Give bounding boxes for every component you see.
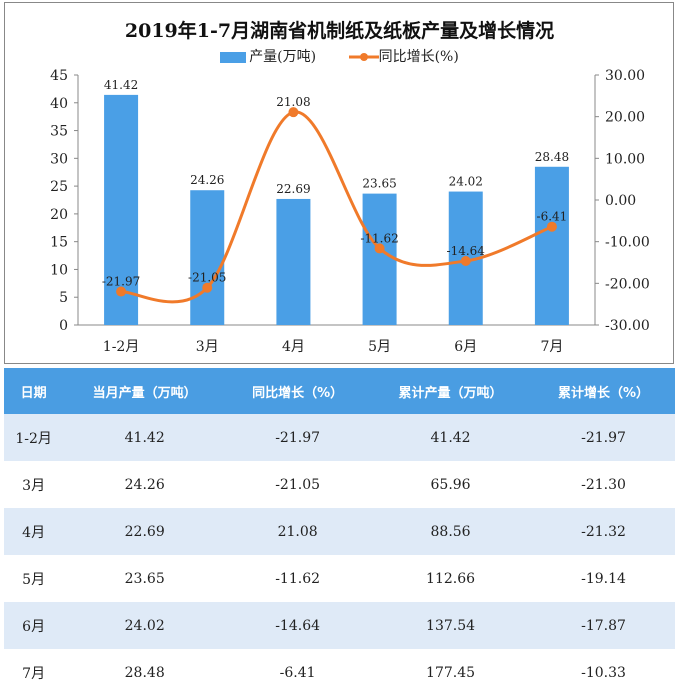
bar-label: 24.02 xyxy=(449,175,483,189)
table-cell: 41.42 xyxy=(369,414,532,461)
column-header: 日期 xyxy=(4,368,64,414)
left-tick-label: 30 xyxy=(50,151,68,167)
table-cell: -21.97 xyxy=(226,414,370,461)
growth-label: -21.97 xyxy=(102,275,140,289)
legend-line-label: 同比增长(%) xyxy=(378,49,459,65)
x-tick-label: 7月 xyxy=(540,339,563,355)
left-tick-label: 20 xyxy=(50,207,68,223)
right-tick-label: 10.00 xyxy=(605,151,645,167)
bar xyxy=(534,166,569,325)
table-cell: 5月 xyxy=(22,571,46,588)
table-cell: -19.14 xyxy=(581,570,626,587)
column-header: 累计增长（%） xyxy=(532,368,675,414)
x-tick-label: 5月 xyxy=(368,339,391,355)
growth-line xyxy=(120,110,553,304)
plot-area: 0 5 10 15 20 25 30 35 40 45 -30.00 -20.00 -10.00 0.00… xyxy=(50,68,650,355)
table-row: 6月 24.02 -14.64 137.54 -17.87 xyxy=(4,602,675,649)
growth-point xyxy=(374,243,385,254)
column-header: 累计产量（万吨） xyxy=(369,368,532,414)
growth-label: 21.08 xyxy=(276,95,310,109)
table-cell: 6月 xyxy=(4,602,64,649)
table-cell: 28.48 xyxy=(124,664,165,681)
bar xyxy=(362,193,397,325)
table-cell: 112.66 xyxy=(426,570,476,587)
table-row: 7月 28.48 -6.41 177.45 -10.33 xyxy=(4,649,675,696)
table-row: 1-2月 41.42 -21.97 41.42 -21.97 xyxy=(4,414,675,461)
growth-point xyxy=(202,282,213,293)
growth-label: -11.62 xyxy=(360,231,398,245)
table-cell: 65.96 xyxy=(430,476,471,493)
left-tick-label: 45 xyxy=(50,68,68,84)
legend-bar: 产量(万吨) xyxy=(220,46,316,66)
column-header: 同比增长（%） xyxy=(226,368,370,414)
table-cell: -10.33 xyxy=(581,664,626,681)
table-cell: 24.26 xyxy=(124,476,165,493)
table-cell: -14.64 xyxy=(226,602,370,649)
table-cell: -21.30 xyxy=(581,476,626,493)
column-header: 当月产量（万吨） xyxy=(63,368,227,414)
bar-label: 24.26 xyxy=(190,173,224,187)
table-row: 3月 24.26 -21.05 65.96 -21.30 xyxy=(4,461,675,508)
left-tick-label: 15 xyxy=(50,235,68,251)
growth-point xyxy=(546,221,557,232)
table-cell: -6.41 xyxy=(279,664,316,681)
bar xyxy=(276,198,311,325)
x-tick-label: 4月 xyxy=(282,339,305,355)
table-cell: 7月 xyxy=(22,665,46,682)
legend-line-marker xyxy=(348,53,379,61)
table-cell: 41.42 xyxy=(63,414,227,461)
growth-point xyxy=(116,286,127,297)
table-cell: 3月 xyxy=(22,477,46,494)
left-tick-label: 35 xyxy=(50,124,68,140)
chart-frame xyxy=(4,2,674,364)
table-cell: 24.02 xyxy=(63,602,227,649)
growth-point xyxy=(460,256,471,266)
legend-line: 同比增长(%) xyxy=(348,46,459,66)
table-row: 5月 23.65 -11.62 112.66 -19.14 xyxy=(4,555,675,602)
bar-label: 28.48 xyxy=(535,150,569,164)
data-table: 日期 当月产量（万吨） 同比增长（%） 累计产量（万吨） 累计增长（%） 1-2月 41.… xyxy=(4,368,675,696)
table-cell: 23.65 xyxy=(124,570,165,587)
growth-label: -21.05 xyxy=(188,271,226,285)
table-cell: 137.54 xyxy=(369,602,532,649)
bar-label: 23.65 xyxy=(362,177,396,191)
right-tick-label: 20.00 xyxy=(605,110,645,126)
right-tick-label: -10.00 xyxy=(605,235,650,251)
table-cell: -17.87 xyxy=(532,602,675,649)
table-cell: 4月 xyxy=(4,508,64,555)
left-tick-label: 40 xyxy=(50,96,68,112)
bar-label: 41.42 xyxy=(104,78,138,92)
bar-label: 22.69 xyxy=(276,182,310,196)
left-tick-label: 0 xyxy=(59,318,68,334)
growth-label: -14.64 xyxy=(447,244,486,258)
table-cell: -21.32 xyxy=(532,508,675,555)
chart-title: 2019年1-7月湖南省机制纸及纸板产量及增长情况 xyxy=(124,20,555,42)
x-tick-label: 1-2月 xyxy=(103,339,140,355)
x-tick-label: 6月 xyxy=(454,339,477,355)
table-cell: 88.56 xyxy=(369,508,532,555)
growth-point xyxy=(288,107,299,118)
left-tick-label: 5 xyxy=(59,290,68,306)
legend-bar-swatch xyxy=(220,51,247,63)
right-tick-label: 0.00 xyxy=(605,193,636,209)
table-cell: 1-2月 xyxy=(4,414,64,461)
table-cell: -21.97 xyxy=(532,414,675,461)
right-tick-label: 30.00 xyxy=(605,68,645,84)
table-cell: 21.08 xyxy=(226,508,370,555)
x-tick-label: 3月 xyxy=(196,339,219,355)
right-tick-label: -30.00 xyxy=(605,318,650,334)
growth-label: -6.41 xyxy=(537,210,568,224)
left-tick-label: 10 xyxy=(50,262,68,278)
table-row: 4月 22.69 21.08 88.56 -21.32 xyxy=(4,508,675,555)
legend: 产量(万吨) 同比增长(%) xyxy=(0,46,679,66)
table-cell: 22.69 xyxy=(63,508,227,555)
right-tick-label: -20.00 xyxy=(605,276,650,292)
left-tick-label: 25 xyxy=(50,179,68,195)
bar xyxy=(190,190,225,325)
table-cell: 177.45 xyxy=(426,664,476,681)
table-cell: -11.62 xyxy=(275,570,321,587)
legend-bar-label: 产量(万吨) xyxy=(249,49,317,65)
table-cell: -21.05 xyxy=(275,476,321,493)
